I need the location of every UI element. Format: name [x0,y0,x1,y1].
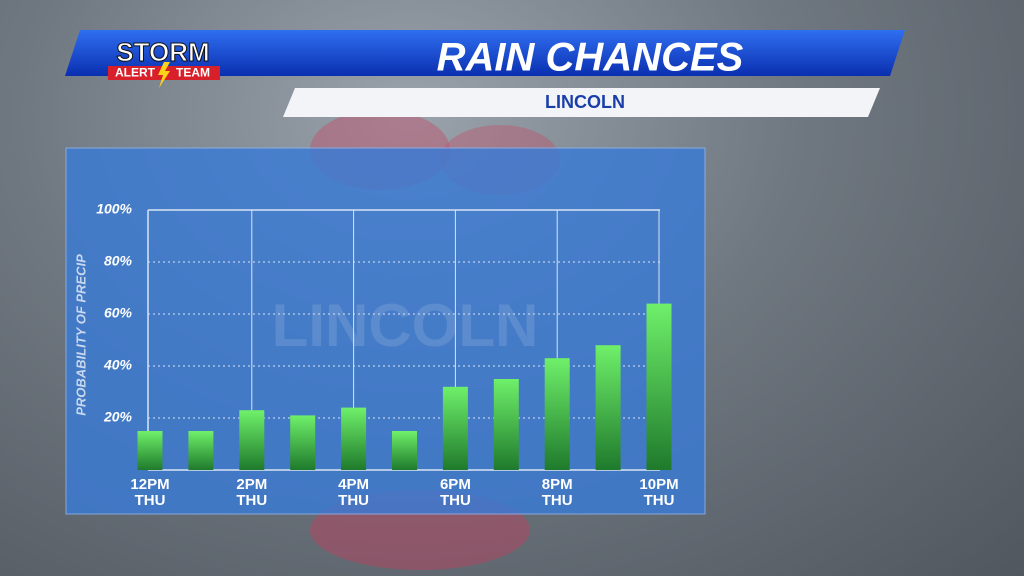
bar [646,303,672,470]
x-tick-label: 12PM THU [130,476,170,509]
y-tick-label: 60% [104,305,133,321]
watermark: LINCOLN [272,292,539,359]
x-tick-label: 8PM THU [541,476,573,509]
subtitle: LINCOLN [545,92,625,112]
x-tick-label: 4PM THU [338,476,370,509]
x-tick-label: 6PM THU [439,476,471,509]
bar [493,379,519,470]
logo-right: TEAM [176,66,210,80]
logo-bolt [158,62,170,88]
bar [544,358,570,470]
logo-left: ALERT [115,66,156,80]
bar [595,345,621,470]
y-tick-label: 20% [103,409,133,425]
y-tick-label: 80% [104,253,133,269]
x-tick-label: 10PM THU [639,476,679,509]
y-tick-label: 100% [96,201,132,217]
bar [341,407,367,470]
bar [442,386,468,470]
bar [188,431,214,470]
subheader-bar [283,88,880,117]
logo-top: STORM [116,37,209,67]
bar [290,415,316,470]
x-tick-label: 2PM THU [236,476,268,509]
y-axis-label: PROBABILITY OF PRECIP [73,254,88,416]
y-tick-label: 40% [103,357,133,373]
bar [137,431,163,470]
header-bar [65,30,905,76]
bar [239,410,265,470]
title: RAIN CHANCES [437,36,744,80]
bar [392,431,417,470]
